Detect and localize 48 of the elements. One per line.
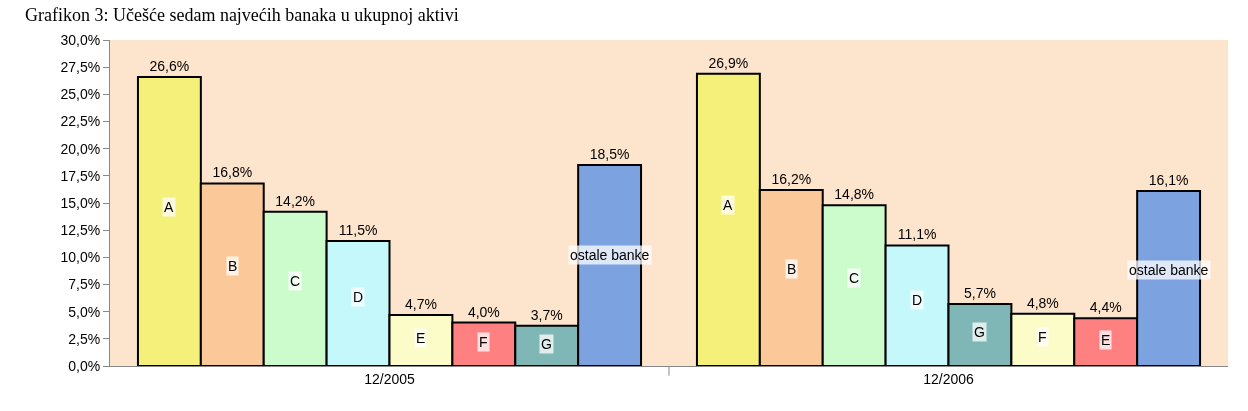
annotation: E [1101, 332, 1111, 348]
chart-title: Grafikon 3: Učešće sedam najvećih banaka u ukupnoj aktivi [24, 4, 459, 25]
annotation: B [228, 258, 238, 274]
data-label: 26,9% [708, 54, 749, 71]
y-tick-label: 30,0% [60, 31, 101, 48]
annotation: A [164, 199, 174, 215]
data-label: 14,8% [834, 186, 875, 203]
y-tick-label: 25,0% [60, 86, 101, 103]
annotation: F [1038, 329, 1047, 345]
y-tick-label: 27,5% [60, 59, 101, 76]
y-tick-label: 7,5% [68, 276, 101, 293]
data-label: 4,7% [404, 295, 437, 312]
annotation: C [290, 273, 301, 289]
data-label: 3,7% [530, 306, 563, 323]
y-tick-label: 22,5% [60, 113, 101, 130]
y-tick-label: 2,5% [68, 330, 101, 347]
annotation: G [974, 324, 985, 340]
data-label: 16,2% [771, 170, 812, 187]
data-label: 5,7% [963, 285, 996, 302]
annotation: B [787, 261, 797, 277]
annotation: G [541, 336, 552, 352]
y-tick-label: 15,0% [60, 194, 101, 211]
annotation: ostale banke [1129, 262, 1209, 278]
data-label: 14,2% [275, 192, 316, 209]
annotation: F [479, 334, 488, 350]
y-tick-label: 5,0% [68, 303, 101, 320]
data-label: 4,8% [1026, 294, 1059, 311]
data-label: 4,4% [1089, 299, 1122, 316]
annotation: ostale banke [570, 247, 650, 263]
data-label: 4,0% [467, 303, 500, 320]
annotation: A [723, 197, 733, 213]
y-tick-label: 12,5% [60, 222, 101, 239]
x-tick-label: 12/2005 [364, 370, 416, 387]
data-label: 11,1% [897, 226, 937, 243]
y-tick-label: 20,0% [60, 140, 101, 157]
annotation: E [416, 330, 426, 346]
y-tick-label: 17,5% [60, 167, 101, 184]
data-label: 16,8% [212, 164, 253, 181]
data-label: 16,1% [1148, 172, 1189, 189]
data-label: 26,6% [149, 57, 190, 74]
x-tick-label: 12/2006 [923, 370, 975, 387]
data-label: 18,5% [589, 145, 630, 162]
data-label: 11,5% [338, 222, 378, 239]
y-tick-label: 10,0% [60, 249, 101, 266]
annotation: D [912, 292, 923, 308]
y-tick-label: 0,0% [68, 357, 101, 374]
annotation: D [353, 289, 364, 305]
annotation: C [849, 270, 860, 286]
